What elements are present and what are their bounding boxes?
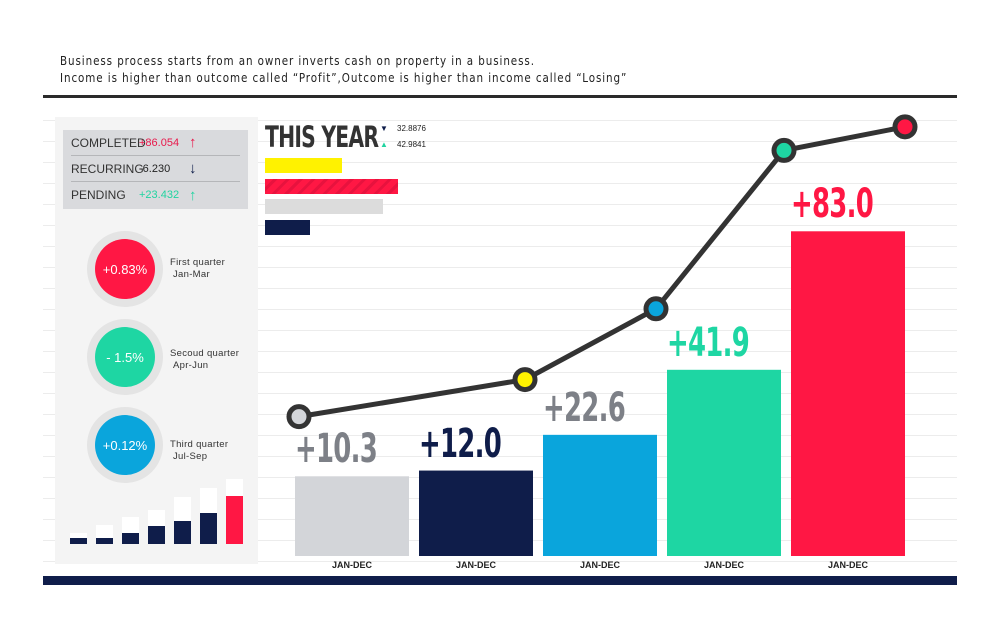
x-tick-label: JAN-DEC bbox=[331, 560, 372, 570]
stat-label: COMPLETED bbox=[71, 135, 146, 150]
line-point bbox=[643, 296, 669, 322]
intro-text: Business process starts from an owner in… bbox=[60, 52, 627, 86]
this-year-bar bbox=[265, 199, 384, 214]
line-point bbox=[771, 137, 797, 163]
stat-label: PENDING bbox=[71, 188, 126, 202]
stat-value: +23.432 bbox=[139, 189, 180, 201]
quarter-label: Third quarter Jul-Sep bbox=[170, 439, 228, 463]
stats-box: COMPLETED +86.054 ↑ RECURRING -6.230 ↓ PENDING… bbox=[63, 130, 248, 209]
quarter-value: +0.12% bbox=[95, 415, 155, 475]
bar-value-label: +83.0 bbox=[791, 181, 874, 228]
this-year-bar bbox=[265, 178, 398, 194]
x-tick-label: JAN-DEC bbox=[455, 560, 496, 570]
legend-value: 42.9841 bbox=[397, 140, 426, 149]
this-year-bar bbox=[265, 219, 311, 235]
quarter-value: - 1.5% bbox=[95, 327, 155, 387]
legend-value: 32.8876 bbox=[397, 124, 426, 133]
quarter-circle: +0.83% bbox=[87, 231, 163, 307]
line-point bbox=[892, 114, 918, 140]
quarter-name: First quarter bbox=[170, 257, 226, 268]
stat-row-recurring: RECURRING -6.230 ↓ bbox=[71, 156, 240, 182]
bar-value-label: +41.9 bbox=[667, 319, 750, 366]
line-point bbox=[286, 404, 312, 430]
arrow-up-icon: ↑ bbox=[189, 134, 197, 151]
this-year-title: THIS YEAR bbox=[265, 120, 379, 154]
quarter-label: Secoud quarter Apr-Jun bbox=[170, 348, 239, 372]
top-divider bbox=[43, 95, 957, 98]
bar-value-label: +12.0 bbox=[419, 420, 502, 467]
mini-bar-chart bbox=[70, 479, 243, 544]
quarter-name: Third quarter bbox=[170, 439, 229, 450]
stat-row-pending: PENDING +23.432 ↑ bbox=[71, 182, 240, 208]
bar bbox=[295, 476, 409, 556]
bar bbox=[667, 369, 781, 556]
this-year-bar bbox=[265, 158, 343, 173]
intro-line: Business process starts from an owner in… bbox=[60, 53, 535, 68]
line-point bbox=[512, 367, 538, 393]
quarter-circle: +0.12% bbox=[87, 407, 163, 483]
mini-bar-filled bbox=[148, 526, 165, 544]
legend-marker-icon: ▲ bbox=[380, 140, 388, 149]
quarter-label: First quarter Jan-Mar bbox=[170, 257, 225, 281]
bar-value-label: +10.3 bbox=[295, 426, 378, 473]
intro-line: Income is higher than outcome called “Pr… bbox=[60, 70, 628, 85]
bar bbox=[543, 434, 657, 556]
mini-bar-filled bbox=[122, 533, 139, 544]
bar-value-label: +22.6 bbox=[543, 384, 626, 431]
quarter-value: +0.83% bbox=[95, 239, 155, 299]
x-tick-label: JAN-DEC bbox=[703, 560, 744, 570]
bottom-bar bbox=[43, 576, 957, 585]
bar bbox=[419, 470, 533, 556]
arrow-up-icon: ↑ bbox=[189, 186, 197, 204]
bar bbox=[791, 231, 905, 557]
quarter-circle: - 1.5% bbox=[87, 319, 163, 395]
mini-bar-filled bbox=[96, 538, 113, 544]
stat-value: -6.230 bbox=[139, 162, 171, 175]
quarter-name: Secoud quarter bbox=[170, 348, 240, 359]
stat-row-completed: COMPLETED +86.054 ↑ bbox=[71, 130, 240, 156]
stat-label: RECURRING bbox=[71, 161, 144, 176]
quarter-range: Jan-Mar bbox=[173, 269, 210, 280]
mini-bar-filled bbox=[200, 513, 217, 544]
quarter-range: Jul-Sep bbox=[173, 451, 208, 462]
mini-bar-filled bbox=[226, 496, 243, 544]
x-tick-label: JAN-DEC bbox=[579, 560, 620, 570]
legend-marker-icon: ▼ bbox=[380, 124, 388, 133]
x-tick-label: JAN-DEC bbox=[827, 560, 868, 570]
mini-bar-filled bbox=[174, 521, 191, 544]
mini-bar-filled bbox=[70, 538, 87, 544]
arrow-down-icon: ↓ bbox=[189, 160, 197, 177]
quarter-range: Apr-Jun bbox=[173, 360, 209, 371]
stat-value: +86.054 bbox=[139, 136, 180, 149]
